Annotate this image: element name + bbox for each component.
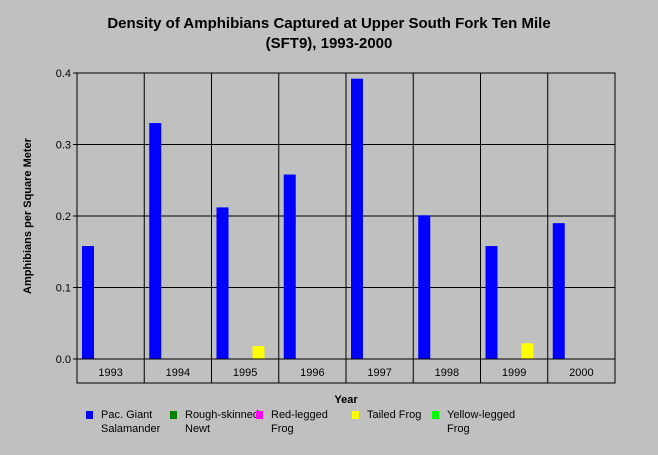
bar — [283, 174, 296, 359]
legend-swatch — [86, 411, 93, 419]
y-tick-label: 0.0 — [56, 354, 71, 366]
legend-swatch — [170, 411, 177, 419]
legend-swatch — [352, 411, 359, 419]
bars — [82, 78, 565, 359]
bar — [418, 215, 431, 359]
x-tick-label: 1997 — [367, 367, 391, 379]
chart-title-line: (SFT9), 1993-2000 — [265, 35, 393, 52]
legend-swatch — [432, 411, 439, 419]
chart-title: Density of Amphibians Captured at Upper … — [0, 14, 658, 54]
y-tick-label: 0.1 — [56, 283, 71, 295]
bar — [82, 246, 94, 359]
y-tick-labels: 0.0 0.1 0.2 0.3 0.4 — [56, 68, 77, 366]
bar — [521, 343, 534, 359]
x-axis: 1993 1994 1995 1996 1997 1998 1999 2000 — [76, 358, 616, 384]
legend-label: Red-legged Frog — [271, 409, 328, 435]
x-tick-label: 1994 — [166, 367, 190, 379]
chart-title-line: Density of Amphibians Captured at Upper … — [107, 15, 551, 32]
y-tick-label: 0.4 — [56, 68, 71, 80]
y-axis-label: Amphibians per Square Meter — [22, 137, 34, 294]
grid-lines — [77, 73, 615, 359]
legend-label: Pac. Giant Salamander — [101, 409, 161, 435]
x-tick-label: 1999 — [502, 367, 526, 379]
legend-item: Rough-skinned Newt — [170, 408, 259, 436]
legend-item: Yellow-legged Frog — [432, 408, 515, 436]
legend-label: Yellow-legged Frog — [447, 409, 516, 435]
legend-label: Tailed Frog — [367, 409, 422, 421]
legend-swatch — [256, 411, 263, 419]
x-tick-label: 2000 — [569, 367, 593, 379]
x-tick-label: 1995 — [233, 367, 257, 379]
bar — [485, 246, 498, 359]
bar — [149, 123, 162, 359]
y-tick-label: 0.3 — [56, 140, 71, 152]
legend-label: Rough-skinned Newt — [185, 409, 259, 435]
y-tick-label: 0.2 — [56, 211, 71, 223]
legend-item: Tailed Frog — [352, 408, 421, 422]
bar — [216, 207, 229, 359]
legend-item: Pac. Giant Salamander — [86, 408, 160, 436]
x-axis-label: Year — [334, 394, 358, 406]
legend: Pac. Giant Salamander Rough-skinned Newt R… — [86, 408, 646, 448]
bar — [351, 78, 363, 359]
bar — [552, 223, 565, 359]
bar — [252, 346, 265, 359]
legend-item: Red-legged Frog — [256, 408, 328, 436]
x-tick-label: 1993 — [98, 367, 122, 379]
x-tick-label: 1998 — [435, 367, 459, 379]
x-tick-label: 1996 — [300, 367, 324, 379]
